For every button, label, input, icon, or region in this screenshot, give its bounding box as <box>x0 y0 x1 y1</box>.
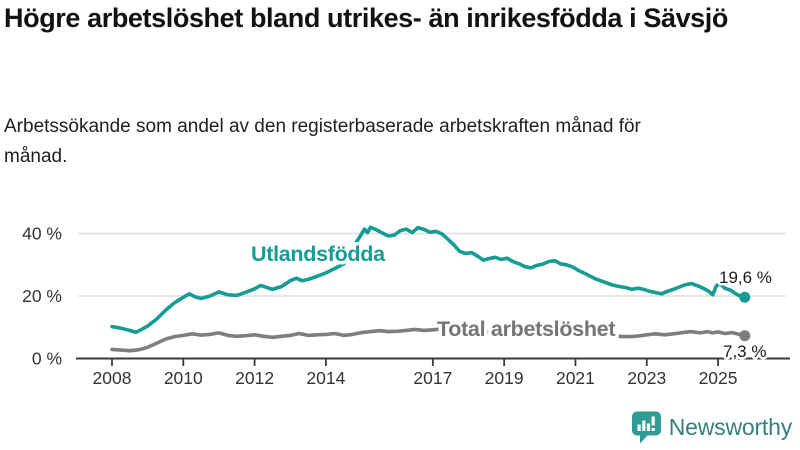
series-end-value-label: 7,3 % <box>723 342 766 361</box>
series-line-utlandsfodda <box>110 225 747 335</box>
x-axis-tick-label: 2008 <box>93 368 132 388</box>
y-axis-tick-label: 40 % <box>22 224 62 244</box>
x-axis-tick-label: 2017 <box>413 368 452 388</box>
y-axis-tick-label: 20 % <box>22 286 62 306</box>
x-axis-tick-label: 2010 <box>164 368 203 388</box>
page-title: Högre arbetslöshet bland utrikes- än inr… <box>4 3 728 33</box>
bar-chart-speech-bubble-icon <box>631 411 661 444</box>
newsworthy-logo: Newsworthy <box>631 411 792 444</box>
x-axis-tick-label: 2014 <box>306 368 345 388</box>
page-subtitle: Arbetssökande som andel av den registerb… <box>4 116 641 168</box>
y-axis-tick-label: 0 % <box>32 349 62 369</box>
series-label: Total arbetslöshet <box>437 317 615 341</box>
series-line-total <box>110 327 747 353</box>
x-axis-tick-label: 2012 <box>235 368 274 388</box>
x-axis-tick-label: 2025 <box>699 368 738 388</box>
series-end-value-label: 19,6 % <box>719 268 772 287</box>
series-end-dot-utlandsfodda <box>739 291 751 303</box>
x-axis-tick-label: 2023 <box>627 368 666 388</box>
x-axis-tick-label: 2021 <box>556 368 595 388</box>
newsworthy-logo-text: Newsworthy <box>668 414 792 440</box>
x-axis-tick-label: 2019 <box>485 368 524 388</box>
series-end-dot-total <box>739 330 751 342</box>
series-label: Utlandsfödda <box>251 242 386 266</box>
